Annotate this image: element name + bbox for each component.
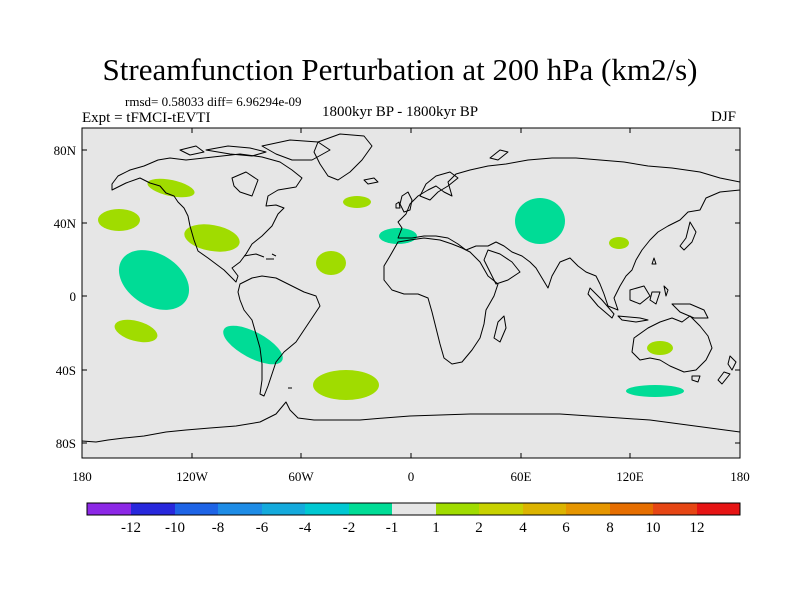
colorbar-label: -8 bbox=[212, 520, 225, 536]
anomaly-layer bbox=[98, 178, 684, 400]
plot-title: Streamfunction Perturbation at 200 hPa (… bbox=[102, 52, 698, 87]
lon-tick-marks bbox=[81, 128, 741, 458]
anomaly-negative-southern-ocean bbox=[626, 385, 684, 397]
colorbar-box bbox=[262, 503, 305, 515]
lat-label: 80S bbox=[56, 436, 76, 451]
lon-label: 60E bbox=[511, 469, 532, 484]
coast-taiwan bbox=[651, 257, 657, 265]
anomaly-positive-north-atlantic bbox=[343, 196, 371, 208]
season-label: DJF bbox=[711, 109, 737, 125]
colorbar-label: 1 bbox=[432, 520, 440, 536]
colorbar-box bbox=[305, 503, 349, 515]
lat-label: 40S bbox=[56, 363, 76, 378]
colorbar-box bbox=[218, 503, 262, 515]
lat-label: 0 bbox=[70, 289, 77, 304]
colorbar-label: 4 bbox=[519, 520, 527, 536]
colorbar-box bbox=[87, 503, 131, 515]
colorbar-label: -1 bbox=[386, 520, 399, 536]
coastlines bbox=[82, 133, 740, 443]
colorbar bbox=[87, 503, 740, 515]
anomaly-positive-south-atlantic bbox=[313, 370, 379, 400]
stats-line: rmsd= 0.58033 diff= 6.96294e-09 bbox=[125, 94, 302, 109]
coast-north-america bbox=[111, 153, 303, 283]
colorbar-label: -12 bbox=[121, 520, 141, 536]
coast-arctic-islands bbox=[179, 139, 331, 161]
anomaly-negative-south-pacific-east bbox=[223, 325, 283, 365]
anomaly-positive-gulf-of-alaska bbox=[147, 178, 195, 198]
colorbar-box bbox=[349, 503, 392, 515]
anomaly-negative-central-asia bbox=[515, 198, 565, 244]
coast-greenland bbox=[313, 133, 373, 181]
colorbar-label: -10 bbox=[165, 520, 185, 536]
coast-south-america bbox=[237, 275, 321, 397]
colorbar-box bbox=[131, 503, 175, 515]
lon-label: 180 bbox=[72, 469, 92, 484]
colorbar-labels: -12 -10 -8 -6 -4 -2 -1 1 2 4 6 8 10 12 bbox=[121, 520, 705, 536]
colorbar-box bbox=[697, 503, 740, 515]
experiment-label: Expt = tFMCI-tEVTI bbox=[82, 110, 211, 126]
colorbar-label: 8 bbox=[606, 520, 614, 536]
lon-label: 120W bbox=[176, 469, 209, 484]
coast-new-zealand bbox=[717, 355, 737, 385]
lon-tick-labels: 180 120W 60W 0 60E 120E 180 bbox=[72, 469, 750, 484]
anomaly-positive-tropical-atlantic bbox=[316, 251, 346, 275]
colorbar-box bbox=[175, 503, 218, 515]
lat-tick-labels: 80N 40N 0 40S 80S bbox=[54, 143, 77, 451]
colorbar-box bbox=[653, 503, 697, 515]
anomaly-positive-north-pacific-west bbox=[98, 209, 140, 231]
colorbar-label: 2 bbox=[475, 520, 483, 536]
anomaly-positive-south-pacific-west bbox=[114, 319, 158, 343]
coast-tasmania bbox=[691, 375, 701, 383]
coast-hudson-bay bbox=[231, 171, 259, 197]
lat-label: 80N bbox=[54, 143, 77, 158]
coast-madagascar bbox=[493, 315, 507, 343]
coast-africa bbox=[383, 237, 499, 365]
coast-british-isles bbox=[395, 191, 413, 213]
coast-iceland bbox=[363, 177, 379, 185]
coast-maritime-asia bbox=[587, 285, 709, 323]
colorbar-frame bbox=[86, 502, 741, 516]
colorbar-label: -6 bbox=[256, 520, 269, 536]
lon-label: 120E bbox=[616, 469, 644, 484]
colorbar-label: 10 bbox=[646, 520, 661, 536]
colorbar-box bbox=[436, 503, 479, 515]
lon-label: 180 bbox=[730, 469, 750, 484]
period-label: 1800kyr BP - 1800kyr BP bbox=[322, 104, 479, 120]
coast-scandinavia bbox=[419, 171, 459, 201]
colorbar-box bbox=[479, 503, 523, 515]
lat-tick-marks bbox=[82, 149, 740, 444]
coast-antarctica bbox=[82, 401, 740, 443]
colorbar-box bbox=[566, 503, 610, 515]
anomaly-positive-southwest-us bbox=[184, 224, 240, 252]
colorbar-label: -2 bbox=[343, 520, 356, 536]
lat-label: 40N bbox=[54, 216, 77, 231]
anomaly-positive-australia bbox=[647, 341, 673, 355]
coast-caribbean bbox=[243, 253, 277, 260]
colorbar-label: 6 bbox=[562, 520, 570, 536]
coast-arabia bbox=[483, 249, 521, 285]
coast-australia bbox=[631, 315, 713, 373]
colorbar-label: -4 bbox=[299, 520, 312, 536]
anomaly-negative-tropical-pacific bbox=[118, 250, 190, 310]
colorbar-box bbox=[523, 503, 566, 515]
colorbar-box bbox=[610, 503, 653, 515]
lon-label: 0 bbox=[408, 469, 415, 484]
coast-novaya-zemlya bbox=[489, 149, 509, 161]
colorbar-box bbox=[392, 503, 436, 515]
lon-label: 60W bbox=[288, 469, 314, 484]
coast-japan bbox=[679, 221, 697, 251]
coast-eurasia bbox=[397, 157, 740, 311]
colorbar-label: 12 bbox=[690, 520, 705, 536]
anomaly-positive-east-asia bbox=[609, 237, 629, 249]
